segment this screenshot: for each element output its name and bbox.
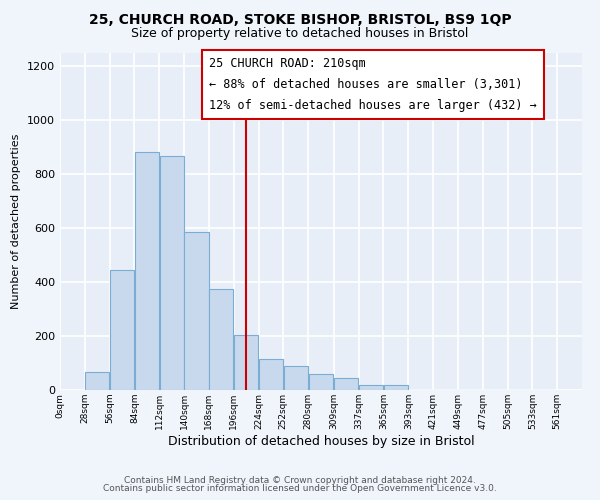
Bar bbox=[359, 384, 383, 390]
Bar bbox=[110, 270, 134, 390]
Bar bbox=[284, 366, 308, 390]
Text: Size of property relative to detached houses in Bristol: Size of property relative to detached ho… bbox=[131, 28, 469, 40]
Text: Contains HM Land Registry data © Crown copyright and database right 2024.: Contains HM Land Registry data © Crown c… bbox=[124, 476, 476, 485]
Bar bbox=[135, 152, 159, 390]
Bar bbox=[384, 386, 408, 390]
Text: 25, CHURCH ROAD, STOKE BISHOP, BRISTOL, BS9 1QP: 25, CHURCH ROAD, STOKE BISHOP, BRISTOL, … bbox=[89, 12, 511, 26]
Y-axis label: Number of detached properties: Number of detached properties bbox=[11, 134, 22, 309]
Text: Contains public sector information licensed under the Open Government Licence v3: Contains public sector information licen… bbox=[103, 484, 497, 493]
Bar bbox=[184, 232, 209, 390]
Bar bbox=[334, 378, 358, 390]
Bar bbox=[234, 334, 258, 390]
Bar bbox=[259, 359, 283, 390]
Bar bbox=[308, 374, 332, 390]
Bar bbox=[160, 156, 184, 390]
Bar bbox=[209, 289, 233, 390]
Bar bbox=[85, 372, 109, 390]
X-axis label: Distribution of detached houses by size in Bristol: Distribution of detached houses by size … bbox=[167, 434, 475, 448]
Text: 25 CHURCH ROAD: 210sqm
← 88% of detached houses are smaller (3,301)
12% of semi-: 25 CHURCH ROAD: 210sqm ← 88% of detached… bbox=[209, 58, 536, 112]
